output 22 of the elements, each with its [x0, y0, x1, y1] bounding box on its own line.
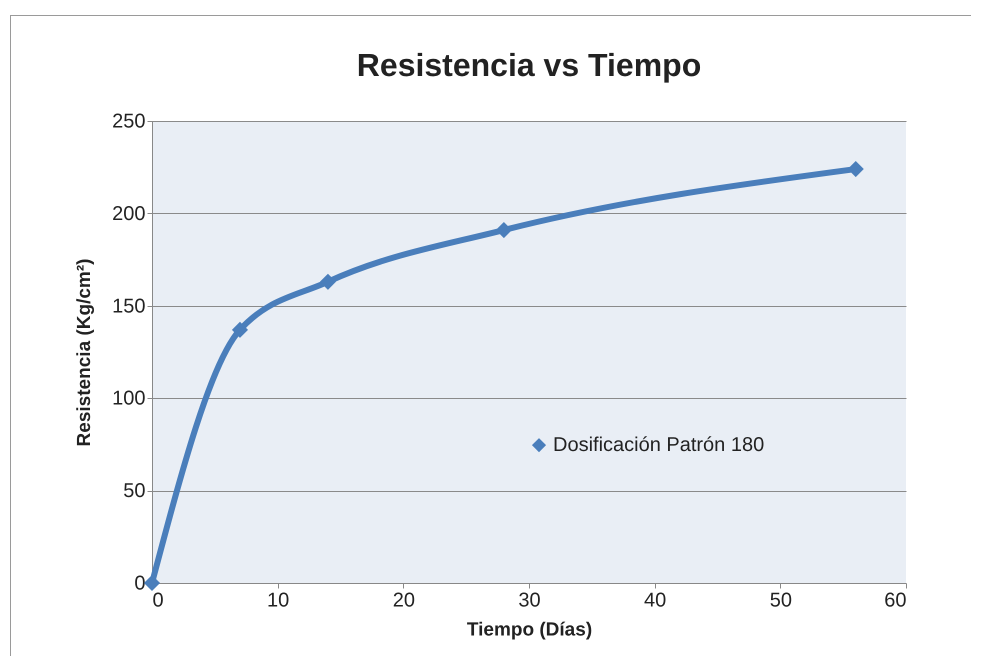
point	[848, 160, 864, 178]
point	[496, 222, 512, 238]
x-tick-label: 30	[518, 590, 541, 612]
y-tick-label: 150	[112, 295, 146, 318]
x-tick-label: 60	[884, 590, 906, 612]
point	[320, 274, 336, 290]
x-tick-label: 20	[392, 590, 415, 612]
point	[232, 322, 248, 338]
y-tick-label: 100	[112, 388, 146, 410]
x-tick-label: 40	[644, 590, 666, 612]
y-tick-label: 0	[134, 572, 146, 594]
chart-title: Resistencia vs Tiempo	[356, 47, 702, 83]
y-tick-label: 200	[112, 202, 146, 225]
y-tick-label: 250	[112, 110, 146, 132]
y-axis-title: Resistencia (Kg/cm²)	[74, 258, 96, 446]
point	[144, 574, 160, 592]
x-tick-label: 50	[770, 590, 792, 612]
x-tick-label: 0	[152, 590, 164, 612]
x-axis-title: Tiempo (Días)	[466, 620, 592, 640]
x-tick-label: 10	[267, 590, 290, 612]
y-tick-label: 50	[123, 480, 146, 502]
legend-label: Dosificación Patrón 180	[553, 434, 764, 456]
